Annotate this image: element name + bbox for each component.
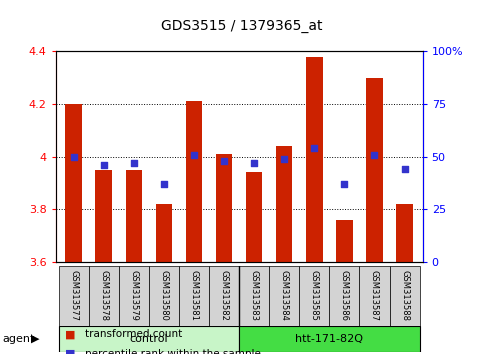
Point [160,181,168,187]
Bar [366,78,383,262]
Bar [209,266,239,327]
Bar [58,266,89,327]
Bar [299,266,329,327]
Text: ▶: ▶ [31,334,40,344]
Point [100,162,108,168]
Text: GSM313578: GSM313578 [99,270,108,321]
Bar [239,266,269,327]
Point [311,145,318,151]
Bar [396,204,413,262]
Point [341,181,348,187]
Text: ■: ■ [65,349,76,354]
Bar [156,204,172,262]
Text: GSM313580: GSM313580 [159,270,169,321]
Bar [359,266,389,327]
Text: percentile rank within the sample: percentile rank within the sample [85,349,260,354]
Point [130,160,138,166]
Text: GSM313585: GSM313585 [310,270,319,321]
Text: transformed count: transformed count [85,329,182,339]
Text: GSM313588: GSM313588 [400,270,409,321]
Bar [389,266,420,327]
Bar [96,170,112,262]
Text: GSM313579: GSM313579 [129,270,138,321]
Point [220,158,228,164]
Bar [216,154,232,262]
Bar [329,266,359,327]
Point [70,154,77,159]
Text: GSM313583: GSM313583 [250,270,258,321]
Point [370,152,378,158]
Text: GDS3515 / 1379365_at: GDS3515 / 1379365_at [161,19,322,34]
Bar [119,266,149,327]
Bar [65,104,82,262]
Text: control: control [129,334,168,344]
Text: agent: agent [2,334,35,344]
Point [280,156,288,161]
Point [401,166,409,172]
Bar [269,266,299,327]
Text: ■: ■ [65,329,76,339]
Bar [306,57,323,262]
Bar [89,266,119,327]
Text: GSM313587: GSM313587 [370,270,379,321]
Bar [185,101,202,262]
Text: GSM313586: GSM313586 [340,270,349,321]
Bar [246,172,262,262]
Bar [336,220,353,262]
Text: htt-171-82Q: htt-171-82Q [295,334,363,344]
Bar [179,266,209,327]
Text: GSM313577: GSM313577 [69,270,78,321]
Text: GSM313584: GSM313584 [280,270,289,321]
Bar [126,170,142,262]
Bar [58,326,239,352]
Bar [239,326,420,352]
Text: GSM313582: GSM313582 [220,270,228,321]
Text: GSM313581: GSM313581 [189,270,199,321]
Bar [276,146,293,262]
Bar [149,266,179,327]
Point [250,160,258,166]
Point [190,152,198,158]
